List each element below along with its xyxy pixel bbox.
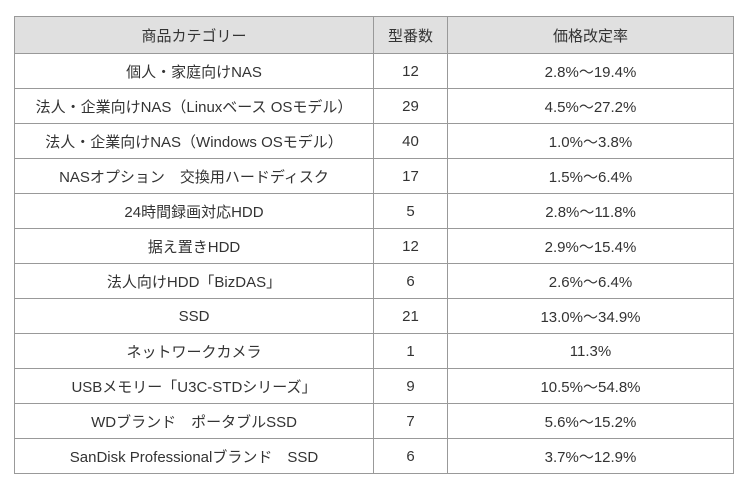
table-row: 個人・家庭向けNAS 12 2.8%～19.4%	[14, 53, 734, 89]
cell-price-revision-rate: 2.8%～11.8%	[447, 193, 734, 229]
cell-model-count: 6	[373, 263, 448, 299]
cell-price-revision-rate: 13.0%～34.9%	[447, 298, 734, 334]
header-price-revision-rate: 価格改定率	[447, 16, 734, 54]
cell-product-category: 24時間録画対応HDD	[14, 193, 374, 229]
cell-price-revision-rate: 3.7%～12.9%	[447, 438, 734, 474]
cell-model-count: 7	[373, 403, 448, 439]
table-row: SanDisk Professionalブランド SSD 6 3.7%～12.9%	[14, 438, 734, 474]
cell-model-count: 17	[373, 158, 448, 194]
cell-product-category: WDブランド ポータブルSSD	[14, 403, 374, 439]
cell-product-category: ネットワークカメラ	[14, 333, 374, 369]
cell-product-category: NASオプション 交換用ハードディスク	[14, 158, 374, 194]
table-body: 個人・家庭向けNAS 12 2.8%～19.4% 法人・企業向けNAS（Linuxベー…	[14, 53, 734, 474]
cell-price-revision-rate: 2.9%～15.4%	[447, 228, 734, 264]
cell-product-category: 据え置きHDD	[14, 228, 374, 264]
table-row: ネットワークカメラ 1 11.3%	[14, 333, 734, 369]
cell-price-revision-rate: 11.3%	[447, 333, 734, 369]
price-revision-table-container: 商品カテゴリー 型番数 価格改定率 個人・家庭向けNAS 12 2.8%～19.4%…	[14, 16, 734, 474]
cell-model-count: 40	[373, 123, 448, 159]
cell-model-count: 21	[373, 298, 448, 334]
cell-model-count: 29	[373, 88, 448, 124]
table-row: WDブランド ポータブルSSD 7 5.6%～15.2%	[14, 403, 734, 439]
cell-price-revision-rate: 1.5%～6.4%	[447, 158, 734, 194]
table-row: USBメモリー「U3C-STDシリーズ」 9 10.5%～54.8%	[14, 368, 734, 404]
table-row: 法人・企業向けNAS（Linuxベース OSモデル） 29 4.5%～27.2%	[14, 88, 734, 124]
cell-model-count: 12	[373, 228, 448, 264]
table-row: 法人・企業向けNAS（Windows OSモデル） 40 1.0%～3.8%	[14, 123, 734, 159]
cell-model-count: 12	[373, 53, 448, 89]
cell-product-category: 法人・企業向けNAS（Linuxベース OSモデル）	[14, 88, 374, 124]
header-model-count: 型番数	[373, 16, 448, 54]
cell-product-category: 法人向けHDD「BizDAS」	[14, 263, 374, 299]
table-row: SSD 21 13.0%～34.9%	[14, 298, 734, 334]
cell-product-category: USBメモリー「U3C-STDシリーズ」	[14, 368, 374, 404]
cell-price-revision-rate: 1.0%～3.8%	[447, 123, 734, 159]
cell-price-revision-rate: 5.6%～15.2%	[447, 403, 734, 439]
cell-price-revision-rate: 4.5%～27.2%	[447, 88, 734, 124]
cell-product-category: SanDisk Professionalブランド SSD	[14, 438, 374, 474]
cell-product-category: SSD	[14, 298, 374, 334]
cell-product-category: 法人・企業向けNAS（Windows OSモデル）	[14, 123, 374, 159]
table-row: 24時間録画対応HDD 5 2.8%～11.8%	[14, 193, 734, 229]
cell-product-category: 個人・家庭向けNAS	[14, 53, 374, 89]
table-row: NASオプション 交換用ハードディスク 17 1.5%～6.4%	[14, 158, 734, 194]
cell-price-revision-rate: 10.5%～54.8%	[447, 368, 734, 404]
cell-model-count: 1	[373, 333, 448, 369]
table-row: 法人向けHDD「BizDAS」 6 2.6%～6.4%	[14, 263, 734, 299]
cell-price-revision-rate: 2.6%～6.4%	[447, 263, 734, 299]
cell-model-count: 9	[373, 368, 448, 404]
header-product-category: 商品カテゴリー	[14, 16, 374, 54]
cell-model-count: 6	[373, 438, 448, 474]
table-row: 据え置きHDD 12 2.9%～15.4%	[14, 228, 734, 264]
cell-model-count: 5	[373, 193, 448, 229]
table-header-row: 商品カテゴリー 型番数 価格改定率	[14, 16, 734, 54]
cell-price-revision-rate: 2.8%～19.4%	[447, 53, 734, 89]
price-revision-table: 商品カテゴリー 型番数 価格改定率 個人・家庭向けNAS 12 2.8%～19.4%…	[14, 16, 734, 474]
